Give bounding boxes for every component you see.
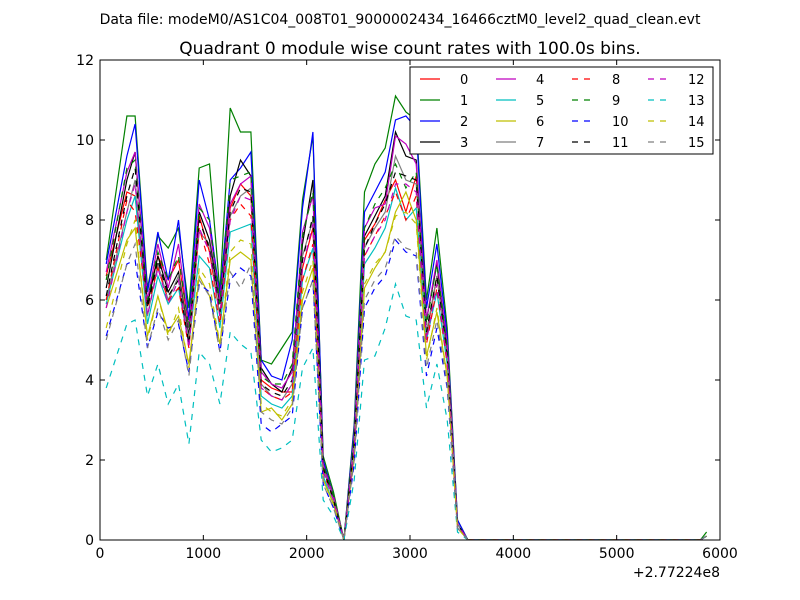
x-tick-label: 4000 bbox=[496, 546, 532, 562]
legend-label-4: 4 bbox=[536, 73, 544, 88]
x-tick-label: 3000 bbox=[392, 546, 428, 562]
legend-label-8: 8 bbox=[612, 73, 620, 88]
x-tick-label: 1000 bbox=[186, 546, 222, 562]
legend-label-13: 13 bbox=[688, 94, 705, 109]
legend-box bbox=[409, 66, 714, 155]
y-tick-label: 0 bbox=[85, 533, 94, 549]
legend-label-11: 11 bbox=[612, 136, 629, 151]
series-line-8 bbox=[105, 190, 707, 540]
y-tick-label: 8 bbox=[85, 213, 94, 229]
series-line-6 bbox=[105, 190, 707, 540]
series-line-15 bbox=[105, 234, 707, 540]
legend-label-10: 10 bbox=[612, 115, 629, 130]
x-tick-label: 0 bbox=[96, 546, 105, 562]
legend-label-1: 1 bbox=[460, 94, 468, 109]
y-tick-label: 2 bbox=[85, 453, 94, 469]
y-tick-label: 6 bbox=[85, 293, 94, 309]
y-tick-label: 4 bbox=[85, 373, 94, 389]
x-offset-label: +2.77224e8 bbox=[633, 565, 720, 581]
x-tick-label: 5000 bbox=[599, 546, 635, 562]
chart-title: Quadrant 0 module wise count rates with … bbox=[179, 39, 640, 59]
legend-label-15: 15 bbox=[688, 136, 705, 151]
y-tick-label: 12 bbox=[76, 53, 94, 69]
legend-label-7: 7 bbox=[536, 136, 544, 151]
series-line-9 bbox=[105, 158, 707, 540]
legend-label-6: 6 bbox=[536, 115, 544, 130]
x-tick-label: 6000 bbox=[702, 546, 738, 562]
y-tick-label: 10 bbox=[76, 133, 94, 149]
legend-label-2: 2 bbox=[460, 115, 468, 130]
series-line-13 bbox=[105, 281, 707, 540]
series-line-0 bbox=[105, 175, 707, 540]
plot-lines bbox=[105, 94, 708, 540]
series-line-14 bbox=[105, 211, 707, 540]
legend-label-0: 0 bbox=[460, 73, 468, 88]
legend-label-14: 14 bbox=[688, 115, 705, 130]
series-line-2 bbox=[105, 115, 707, 540]
series-line-4 bbox=[105, 134, 707, 540]
series-line-1 bbox=[105, 94, 708, 540]
data-file-label: Data file: modeM0/AS1C04_008T01_90000024… bbox=[100, 12, 701, 28]
legend-label-3: 3 bbox=[460, 136, 468, 151]
legend-label-12: 12 bbox=[688, 73, 705, 88]
legend-label-5: 5 bbox=[536, 94, 544, 109]
x-tick-label: 2000 bbox=[289, 546, 325, 562]
legend-label-9: 9 bbox=[612, 94, 620, 109]
series-line-10 bbox=[105, 238, 707, 540]
series-line-12 bbox=[105, 183, 707, 540]
